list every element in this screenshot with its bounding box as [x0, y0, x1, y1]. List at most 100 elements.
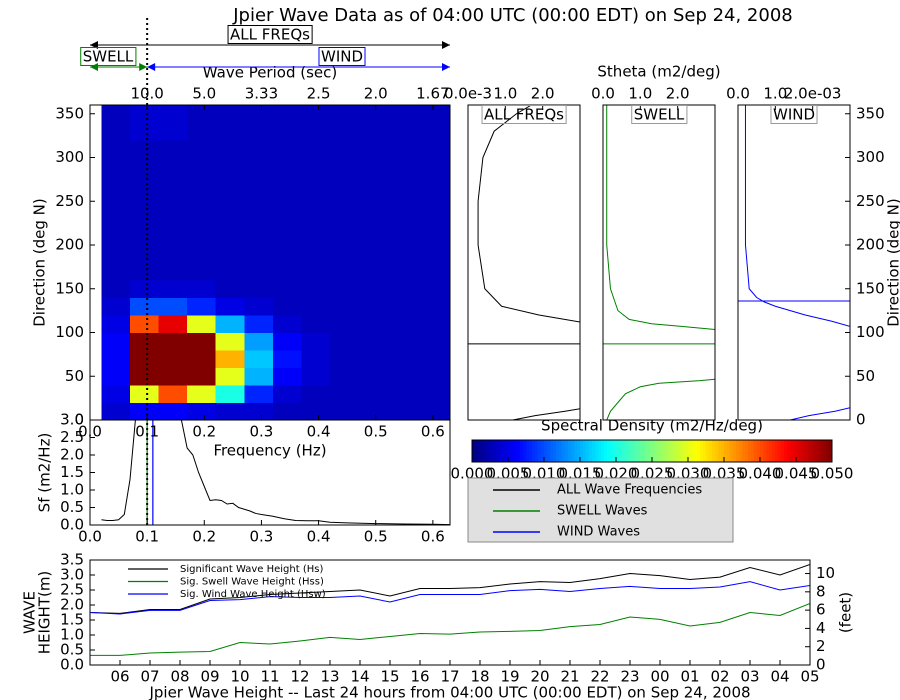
x-tick-label: 23 — [620, 668, 639, 686]
colorbar-slice — [787, 440, 791, 462]
heatmap-cell — [244, 245, 274, 264]
tick-label: 3.0 — [60, 566, 84, 584]
tick-label: 2.5 — [60, 581, 84, 599]
colorbar-slice — [808, 440, 812, 462]
colorbar-slice — [730, 440, 734, 462]
heatmap-cell — [215, 297, 245, 316]
tick-label: 0.040 — [739, 465, 782, 483]
colorbar-slice — [565, 440, 569, 462]
colorbar-slice — [706, 440, 710, 462]
tick-label: 0.2 — [192, 423, 216, 441]
tick-label: 0.2 — [192, 528, 216, 546]
x-tick-label: 04 — [770, 668, 789, 686]
heatmap-cell — [272, 140, 303, 159]
heatmap-cell — [130, 140, 160, 159]
x-tick-label: 16 — [410, 668, 429, 686]
annotation: ALL FREQs — [230, 26, 310, 44]
heatmap-cell — [415, 105, 450, 124]
panel-label: ALL FREQs — [484, 106, 564, 124]
heatmap-cell — [415, 157, 450, 176]
heatmap-cell — [215, 210, 245, 229]
heatmap-cell — [301, 332, 331, 351]
colorbar-slice — [625, 440, 629, 462]
annotation-box — [80, 47, 137, 66]
panel-label-box — [770, 105, 818, 124]
axes-frame — [89, 104, 451, 421]
heatmap-cell — [387, 315, 417, 334]
heatmap-cell — [158, 315, 188, 334]
colorbar-slice — [733, 440, 737, 462]
colorbar-slice — [487, 440, 491, 462]
heatmap-cell — [415, 367, 450, 386]
heatmap-cell — [272, 402, 303, 420]
heatmap-cell — [215, 245, 245, 264]
x-tick-label: 13 — [320, 668, 339, 686]
colorbar-slice — [475, 440, 479, 462]
heatmap-cell — [158, 385, 188, 404]
x-tick-label: 03 — [740, 668, 759, 686]
heatmap-cell — [187, 227, 217, 246]
annotation: SWELL — [83, 48, 134, 66]
colorbar-slice — [601, 440, 605, 462]
legend-label: Significant Wave Height (Hs) — [180, 564, 323, 575]
heatmap-cell — [187, 350, 217, 369]
heatmap-cell — [301, 262, 331, 281]
heatmap-cell — [415, 192, 450, 211]
heatmap-cell — [330, 332, 360, 351]
axes-background — [603, 105, 715, 420]
colorbar-slice — [745, 440, 749, 462]
x-tick-label: 20 — [530, 668, 549, 686]
colorbar-slice — [502, 440, 506, 462]
tick-label: 1.5 — [60, 463, 84, 481]
tick-label: 1.0 — [763, 85, 787, 103]
colorbar-slice — [547, 440, 551, 462]
colorbar-slice — [622, 440, 626, 462]
tick-label: 0 — [74, 411, 84, 429]
tick-label: 0.0 — [591, 85, 615, 103]
heatmap-cell — [101, 140, 131, 159]
tick-label: 300 — [856, 148, 885, 166]
heatmap-cell — [101, 367, 131, 386]
heatmap-cell — [272, 192, 303, 211]
tick-label: 2.0e-03 — [784, 85, 842, 103]
heatmap-cell — [187, 192, 217, 211]
colorbar-slice — [763, 440, 767, 462]
annotation-box — [318, 47, 366, 66]
colorbar-slice — [751, 440, 755, 462]
colorbar-slice — [688, 440, 692, 462]
heatmap-cell — [101, 210, 131, 229]
heatmap-cell — [187, 385, 217, 404]
heatmap-cell — [158, 402, 188, 420]
tick-label: 2.0 — [60, 596, 84, 614]
colorbar-slice — [715, 440, 719, 462]
heatmap-cell — [387, 105, 417, 124]
heatmap-cell — [330, 350, 360, 369]
tick-label: 0.0 — [726, 85, 750, 103]
colorbar-slice — [520, 440, 524, 462]
tick-label: 200 — [856, 236, 885, 254]
colorbar-slice — [811, 440, 815, 462]
tick-label: 0.0 — [78, 528, 102, 546]
axis-label: (feet) — [837, 592, 855, 633]
x-tick-label: 14 — [350, 668, 369, 686]
heatmap-cell — [158, 245, 188, 264]
heatmap-cell — [301, 245, 331, 264]
heatmap-cell — [244, 385, 274, 404]
annotation-box — [227, 25, 313, 44]
heatmap-cell — [215, 350, 245, 369]
heatmap-cell — [215, 175, 245, 194]
heatmap-cell — [130, 157, 160, 176]
heatmap-cell — [158, 140, 188, 159]
heatmap-cell — [101, 280, 131, 299]
x-tick-label: 11 — [260, 668, 279, 686]
tick-label: 150 — [55, 279, 84, 297]
heatmap-cell — [244, 227, 274, 246]
colorbar-slice — [619, 440, 623, 462]
heatmap-cell — [130, 262, 160, 281]
tick-label: 2.5 — [60, 428, 84, 446]
colorbar-slice — [640, 440, 644, 462]
tick-label: 0.1 — [135, 423, 159, 441]
heatmap-cell — [415, 175, 450, 194]
heatmap-cell — [215, 332, 245, 351]
